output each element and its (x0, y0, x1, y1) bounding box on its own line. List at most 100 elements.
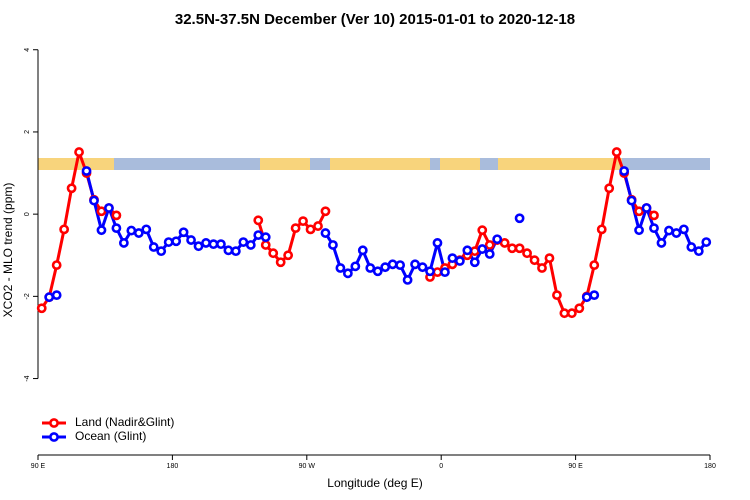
data-point (432, 238, 443, 248)
data-point (484, 240, 495, 250)
data-point (425, 266, 435, 277)
data-point (133, 228, 144, 238)
data-point (350, 261, 361, 272)
data-point (514, 213, 525, 224)
data-point (649, 210, 659, 221)
data-point (201, 238, 211, 248)
x-axis-label: Longitude (deg E) (327, 476, 422, 490)
data-point (342, 268, 353, 279)
data-point (559, 308, 570, 319)
data-point (320, 206, 331, 217)
data-point (245, 240, 256, 250)
data-point (230, 246, 241, 257)
data-point (537, 263, 547, 273)
data-point (111, 223, 122, 234)
data-point (462, 245, 473, 256)
data-point (477, 225, 488, 236)
data-point (417, 262, 428, 273)
data-point (357, 245, 368, 256)
land-strip (260, 158, 310, 170)
x-tick-label: 0 (439, 463, 443, 470)
data-point (51, 290, 62, 301)
land-strip (498, 158, 622, 170)
data-point (305, 224, 316, 235)
data-point (686, 242, 697, 252)
data-point (253, 215, 264, 226)
data-point (178, 227, 189, 238)
data-point (111, 210, 122, 221)
data-point (649, 223, 659, 234)
data-point (552, 290, 562, 301)
data-point (148, 242, 159, 252)
data-point (544, 253, 555, 264)
data-point (118, 238, 129, 248)
data-point (634, 206, 644, 217)
data-point (372, 266, 383, 277)
data-point (678, 224, 689, 235)
x-tick-label: 180 (704, 463, 716, 470)
data-point (626, 195, 637, 206)
data-point (566, 308, 577, 319)
data-point (89, 195, 99, 206)
data-point (395, 260, 406, 271)
data-point (634, 225, 644, 236)
x-tick-label: 90 W (299, 463, 316, 470)
data-point (671, 228, 682, 238)
x-tick-label: 90 E (568, 463, 583, 470)
data-point (59, 224, 70, 235)
data-point (664, 225, 674, 236)
data-point (507, 243, 518, 254)
data-point (469, 257, 480, 268)
data-point (104, 203, 114, 213)
data-point (641, 203, 652, 213)
data-point (193, 241, 204, 252)
data-point (156, 246, 167, 257)
data-point (320, 228, 331, 238)
data-point (283, 250, 294, 261)
data-point (163, 237, 174, 247)
data-point (313, 221, 323, 231)
data-point (44, 292, 55, 303)
data-point (589, 260, 600, 271)
y-tick-label: 2 (24, 130, 31, 134)
data-point (96, 225, 107, 236)
data-point (298, 216, 308, 227)
data-point (619, 166, 630, 176)
data-point (529, 255, 540, 266)
data-point (402, 275, 413, 285)
data-point (380, 262, 391, 273)
data-point (589, 290, 600, 301)
y-tick-label: 0 (24, 212, 31, 216)
data-point (656, 238, 667, 248)
data-point (238, 237, 249, 247)
data-point (260, 240, 271, 250)
land-ocean-strip (38, 158, 710, 170)
data-point (574, 303, 585, 314)
data-point (387, 259, 398, 270)
land-strip (330, 158, 430, 170)
series-line (429, 150, 656, 315)
data-point (514, 243, 525, 254)
data-point (611, 147, 622, 157)
data-point (596, 224, 607, 235)
data-point (604, 183, 615, 194)
x-tick-label: 90 E (31, 463, 46, 470)
data-point (432, 267, 443, 277)
data-point (186, 235, 196, 245)
legend-label: Land (Nadir&Glint) (75, 415, 174, 429)
data-point (693, 246, 704, 257)
data-point (454, 256, 465, 266)
y-tick-label: 4 (24, 48, 31, 52)
data-point (223, 245, 234, 256)
data-point (216, 239, 226, 250)
data-point (208, 239, 219, 250)
data-point (81, 166, 92, 176)
data-point (701, 237, 712, 247)
data-point (328, 240, 338, 250)
data-point (260, 232, 271, 243)
data-point (96, 206, 107, 217)
data-point (171, 236, 182, 247)
data-point (469, 246, 480, 257)
data-point (141, 224, 152, 235)
